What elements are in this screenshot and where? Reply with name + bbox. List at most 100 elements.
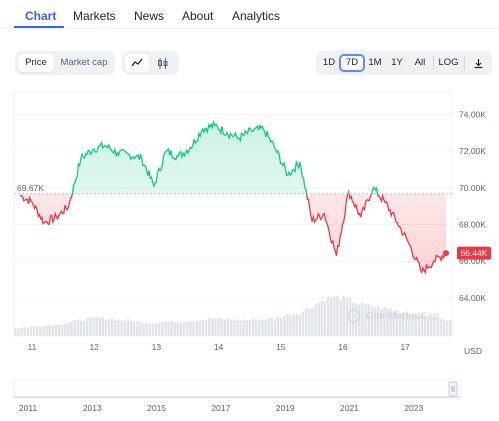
y-axis: 74.00K 72.00K 70.00K 68.00K 66.00K 64.00K [459, 109, 486, 303]
download-icon[interactable] [467, 54, 489, 72]
volume-bar [355, 303, 358, 336]
candlestick-icon[interactable] [151, 54, 175, 72]
volume-bar [408, 314, 411, 336]
volume-bar [186, 321, 189, 336]
volume-bar [305, 308, 308, 336]
volume-bar [395, 310, 399, 336]
market-cap-button[interactable]: Market cap [60, 57, 108, 68]
volume-bar [245, 319, 248, 336]
navigator-handle[interactable] [448, 381, 458, 397]
navigator-year-label: 2015 [147, 403, 166, 413]
volume-bar [164, 321, 167, 336]
volume-bar [289, 315, 292, 336]
volume-bar [333, 296, 336, 336]
reference-price-label: 69.67K [17, 183, 44, 193]
last-price-badge [457, 246, 491, 260]
chart-type-toggle [122, 51, 179, 75]
x-tick-label: 16 [338, 342, 348, 352]
volume-bar [405, 313, 408, 336]
range-1y-button[interactable]: 1Y [391, 57, 403, 68]
volume-bar [314, 304, 317, 336]
volume-bars [14, 295, 452, 336]
volume-bar [220, 318, 223, 336]
volume-bar [35, 326, 39, 336]
volume-bar [139, 321, 142, 336]
volume-bar [342, 296, 345, 336]
volume-bar [283, 315, 286, 336]
tab-about[interactable]: About [182, 9, 214, 23]
x-axis: 11 12 13 14 15 16 17 [28, 342, 411, 352]
volume-bar [42, 326, 45, 336]
range-1d-button[interactable]: 1D [322, 57, 336, 68]
volume-bar [29, 326, 33, 336]
volume-bar [423, 316, 427, 336]
volume-bar [111, 318, 114, 336]
volume-bar [126, 319, 130, 336]
volume-bar [73, 320, 76, 336]
last-price-dot [443, 250, 449, 257]
volume-bar [239, 320, 242, 336]
volume-bar [104, 319, 108, 336]
tab-chart[interactable]: Chart [25, 9, 57, 23]
volume-bar [214, 318, 217, 336]
volume-bar [70, 321, 73, 336]
navigator-year-label: 2021 [340, 403, 359, 413]
volume-bar [298, 314, 302, 336]
volume-bar [226, 318, 230, 336]
volume-bar [48, 325, 51, 336]
volume-bar [195, 320, 198, 336]
volume-bar [120, 320, 123, 336]
tab-news[interactable]: News [134, 9, 165, 23]
x-tick-label: 11 [28, 342, 37, 352]
price-chart[interactable]: CoinMarketCap 69.67K 74.00K 72.00K 70.00K 6… [0, 88, 499, 421]
time-navigator[interactable]: 2011 2013 2015 2017 2019 2021 2023 [13, 379, 461, 413]
volume-bar [57, 325, 61, 336]
volume-bar [279, 317, 283, 336]
volume-bar [161, 321, 164, 336]
volume-bar [401, 312, 405, 336]
volume-bar [380, 309, 383, 336]
navigator-year-label: 2011 [19, 403, 38, 413]
volume-bar [445, 320, 449, 336]
volume-bar [301, 311, 305, 336]
range-1m-button[interactable]: 1M [368, 57, 382, 68]
top-tabs: Chart Markets News About Analytics [0, 0, 499, 29]
x-tick-label: 12 [89, 342, 99, 352]
range-all-button[interactable]: All [414, 57, 426, 68]
volume-bar [176, 322, 180, 336]
y-tick-label: 66.00K [459, 256, 486, 266]
y-tick-label: 72.00K [459, 146, 486, 156]
tab-markets[interactable]: Markets [73, 9, 116, 23]
tab-analytics[interactable]: Analytics [232, 9, 281, 23]
volume-bar [201, 319, 205, 336]
range-7d-button[interactable]: 7D [339, 54, 365, 72]
volume-bar [398, 313, 402, 336]
volume-bar [82, 320, 86, 336]
volume-bar [367, 304, 370, 336]
volume-bar [198, 320, 202, 336]
volume-bar [417, 316, 421, 336]
volume-bar [229, 319, 233, 336]
active-tab-indicator [14, 26, 64, 28]
volume-bar [60, 324, 64, 336]
volume-bar [411, 313, 414, 336]
volume-bar [351, 303, 355, 336]
volume-bar [348, 298, 352, 336]
volume-bar [129, 320, 133, 336]
navigator-year-label: 2019 [276, 403, 295, 413]
line-chart-icon[interactable] [125, 54, 149, 72]
price-button[interactable]: Price [18, 54, 54, 72]
volume-bar [442, 319, 446, 336]
volume-bar [233, 320, 236, 336]
volume-bar [32, 326, 36, 336]
price-line-above [71, 119, 383, 194]
volume-bar [420, 314, 424, 336]
volume-bar [54, 324, 58, 336]
volume-bar [258, 319, 261, 336]
volume-bar [14, 328, 17, 336]
currency-label: USD [464, 346, 482, 356]
volume-bar [330, 298, 333, 336]
volume-bar [76, 319, 80, 336]
log-scale-button[interactable]: LOG [438, 57, 459, 68]
volume-bar [179, 322, 183, 336]
